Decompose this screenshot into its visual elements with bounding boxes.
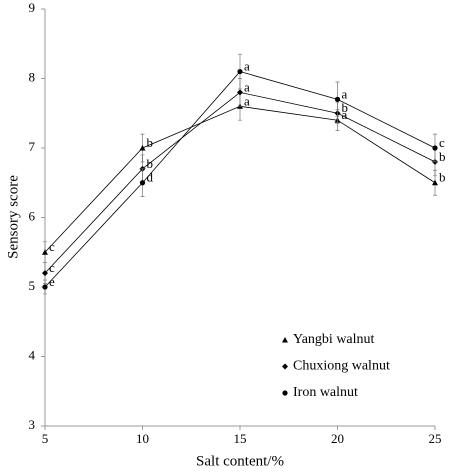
x-tick-label: 15 [234, 431, 247, 446]
significance-letter: a [244, 93, 250, 108]
x-tick-label: 5 [42, 431, 49, 446]
y-tick-label: 7 [29, 139, 36, 154]
significance-letter: e [49, 274, 55, 289]
marker [237, 68, 243, 75]
significance-letter: c [49, 260, 55, 275]
legend-label: Iron walnut [293, 385, 358, 400]
y-tick-label: 3 [29, 417, 36, 432]
marker [432, 179, 438, 186]
marker [42, 270, 48, 277]
marker [139, 180, 146, 186]
x-axis-title: Salt content/% [196, 453, 284, 469]
y-tick-label: 5 [29, 278, 36, 293]
significance-letter: b [147, 156, 154, 171]
significance-letter: a [342, 86, 348, 101]
marker [432, 145, 438, 151]
y-tick-label: 4 [29, 347, 36, 362]
x-tick-label: 20 [331, 431, 344, 446]
legend-label: Chuxiong walnut [293, 359, 390, 374]
y-tick-label: 8 [29, 69, 36, 84]
marker [334, 96, 341, 102]
legend-marker [282, 337, 288, 343]
x-tick-label: 10 [136, 431, 149, 446]
significance-letter: b [342, 100, 349, 115]
series-line [44, 105, 436, 253]
significance-letter: a [244, 59, 250, 74]
marker [139, 145, 146, 151]
significance-letter: b [439, 149, 446, 164]
marker [42, 284, 48, 290]
significance-letter: d [147, 170, 154, 185]
marker [42, 249, 48, 255]
significance-letter: a [244, 79, 250, 94]
legend-marker [282, 390, 288, 396]
legend-label: Yangbi walnut [293, 332, 375, 347]
significance-letter: b [439, 170, 446, 185]
y-axis-title: Sensory score [5, 175, 21, 259]
y-tick-label: 9 [29, 0, 36, 15]
legend-marker [282, 363, 288, 370]
marker [237, 89, 243, 96]
y-tick-label: 6 [29, 208, 36, 223]
significance-letter: b [147, 135, 154, 150]
significance-letter: c [439, 135, 445, 150]
significance-letter: c [49, 239, 55, 254]
x-tick-label: 25 [429, 431, 442, 446]
significance-letter: a [342, 107, 348, 122]
